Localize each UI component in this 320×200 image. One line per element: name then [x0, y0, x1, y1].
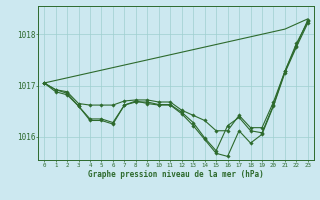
X-axis label: Graphe pression niveau de la mer (hPa): Graphe pression niveau de la mer (hPa) — [88, 170, 264, 179]
